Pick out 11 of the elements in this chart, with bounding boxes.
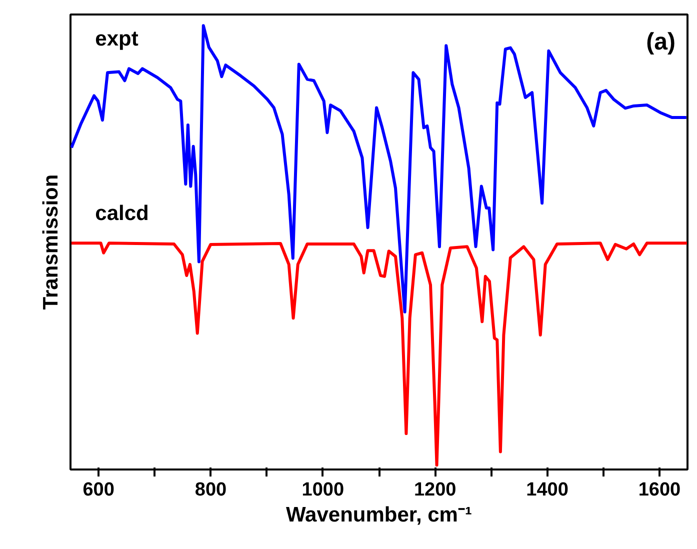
y-axis-title: Transmission bbox=[40, 174, 62, 310]
x-tick-label: 800 bbox=[194, 480, 227, 500]
x-tick-label: 1400 bbox=[526, 480, 568, 500]
x-tick-label: 600 bbox=[82, 480, 114, 500]
annotation: (a) bbox=[646, 28, 676, 56]
x-tick-label: 1000 bbox=[302, 480, 344, 500]
x-tick-label: 1200 bbox=[414, 480, 456, 500]
x-tick-label: 1600 bbox=[638, 480, 681, 500]
series-label: expt bbox=[95, 27, 138, 50]
x-axis-title: Wavenumber, cm⁻¹ bbox=[286, 504, 472, 526]
series-label: calcd bbox=[95, 202, 149, 225]
